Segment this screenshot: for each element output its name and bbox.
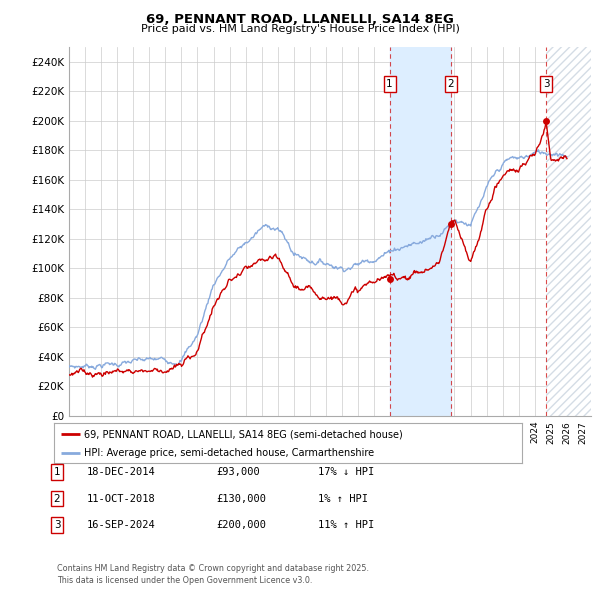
- Bar: [546, 47, 591, 416]
- Text: 69, PENNANT ROAD, LLANELLI, SA14 8EG: 69, PENNANT ROAD, LLANELLI, SA14 8EG: [146, 13, 454, 26]
- Text: 69, PENNANT ROAD, LLANELLI, SA14 8EG (semi-detached house): 69, PENNANT ROAD, LLANELLI, SA14 8EG (se…: [85, 430, 403, 440]
- Text: 1: 1: [386, 79, 393, 89]
- Text: 2: 2: [53, 494, 61, 503]
- Text: £93,000: £93,000: [216, 467, 260, 477]
- Text: £130,000: £130,000: [216, 494, 266, 503]
- Text: 18-DEC-2014: 18-DEC-2014: [87, 467, 156, 477]
- Text: Price paid vs. HM Land Registry's House Price Index (HPI): Price paid vs. HM Land Registry's House …: [140, 24, 460, 34]
- Text: 3: 3: [543, 79, 550, 89]
- Text: Contains HM Land Registry data © Crown copyright and database right 2025.
This d: Contains HM Land Registry data © Crown c…: [57, 565, 369, 585]
- Bar: [546, 47, 591, 416]
- Text: HPI: Average price, semi-detached house, Carmarthenshire: HPI: Average price, semi-detached house,…: [85, 448, 374, 458]
- Text: 1: 1: [53, 467, 61, 477]
- Text: 11-OCT-2018: 11-OCT-2018: [87, 494, 156, 503]
- Text: 16-SEP-2024: 16-SEP-2024: [87, 520, 156, 530]
- Text: 17% ↓ HPI: 17% ↓ HPI: [318, 467, 374, 477]
- Text: 11% ↑ HPI: 11% ↑ HPI: [318, 520, 374, 530]
- Text: £200,000: £200,000: [216, 520, 266, 530]
- Text: 2: 2: [448, 79, 454, 89]
- Text: 3: 3: [53, 520, 61, 530]
- Text: 1% ↑ HPI: 1% ↑ HPI: [318, 494, 368, 503]
- Bar: [389, 47, 451, 416]
